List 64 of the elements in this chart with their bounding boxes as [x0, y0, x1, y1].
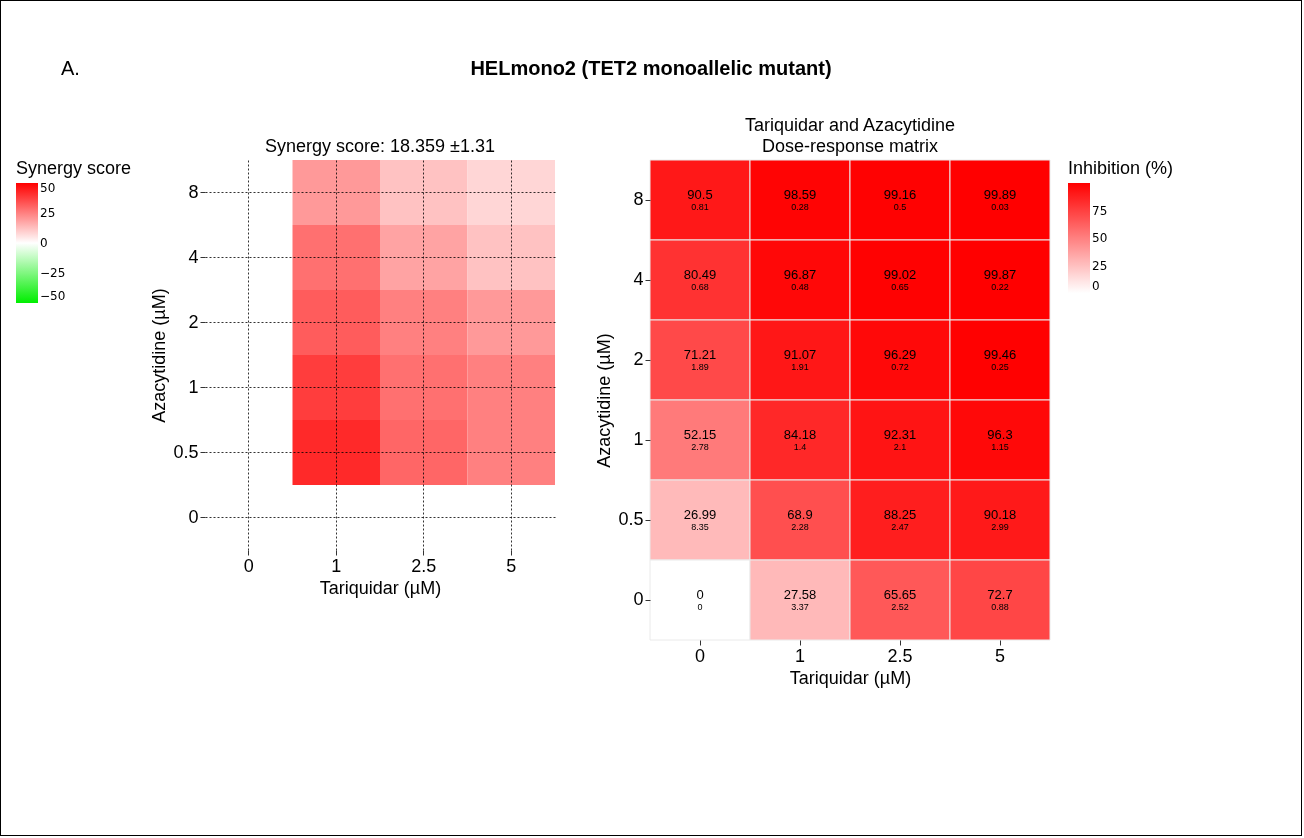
text: 99.16 0.5: [883, 187, 917, 212]
x-tick-label: 2.5: [887, 645, 913, 666]
y-tick-label: 0.5: [173, 441, 199, 462]
x-tick-label: 0: [243, 555, 254, 576]
x-tick-label: 2.5: [411, 555, 437, 576]
text: 99.46 0.25: [983, 347, 1017, 372]
text: 84.18 1.4: [783, 427, 817, 452]
text: 0 0: [696, 587, 704, 612]
text: 80.49 0.68: [683, 267, 717, 292]
chart-title: Synergy score: 18.359 ±1.31: [264, 136, 496, 156]
text: 26.99 8.35: [683, 507, 717, 532]
color-bar-label: 0: [40, 236, 48, 250]
text: 91.07 1.91: [783, 347, 817, 372]
text: 90.18 2.99: [983, 507, 1017, 532]
color-bar-label: −50: [40, 289, 66, 303]
color-bar-title: Synergy score: [16, 158, 132, 178]
y-tick-label: 2: [633, 349, 644, 369]
text: 96.3 1.15: [987, 427, 1013, 452]
y-tick-label: 0: [633, 589, 644, 609]
color-bar-title: Inhibition (%): [1068, 158, 1174, 178]
text: 72.7 0.88: [987, 587, 1013, 612]
text: 88.25 2.47: [883, 507, 917, 532]
color-bar-label: 25: [40, 206, 56, 220]
text: 90.5 0.81: [687, 187, 713, 212]
y-tick-label: 4: [188, 246, 199, 267]
text: 96.87 0.48: [783, 267, 817, 292]
y-axis-title: Azacytidine (µM): [594, 333, 615, 468]
text: A.: [61, 57, 80, 80]
text: 99.89 0.03: [983, 187, 1017, 212]
x-axis-title: Tariquidar (µM): [319, 577, 442, 598]
y-tick-label: 1: [188, 376, 199, 397]
text: HELmono2 (TET2 monoallelic mutant): [470, 57, 832, 79]
text: 27.58 3.37: [783, 587, 817, 612]
text: 68.9 2.28: [787, 507, 813, 532]
y-tick-label: 8: [633, 189, 644, 209]
text: 96.29 0.72: [883, 347, 917, 372]
text: 99.87 0.22: [983, 267, 1017, 292]
y-tick-label: 8: [188, 181, 199, 202]
text: 92.31 2.1: [883, 427, 917, 452]
y-tick-label: 1: [633, 429, 644, 449]
chart-subtitle: Dose-response matrix: [761, 135, 939, 156]
y-axis-title: Azacytidine (µM): [149, 288, 170, 423]
color-bar-label: 25: [1092, 258, 1108, 273]
y-tick-label: 0.5: [618, 509, 644, 529]
x-tick-label: 0: [694, 645, 706, 666]
x-tick-label: 1: [794, 645, 806, 666]
chart-title: Tariquidar and Azacytidine: [744, 114, 956, 135]
color-bar-label: 75: [1092, 203, 1108, 218]
text: 52.15 2.78: [683, 427, 717, 452]
x-tick-label: 5: [506, 555, 517, 576]
text: 99.02 0.65: [883, 267, 917, 292]
x-tick-label: 5: [994, 645, 1006, 666]
color-bar-label: 0: [1092, 279, 1100, 293]
text: 71.21 1.89: [683, 347, 717, 372]
x-tick-label: 1: [331, 555, 342, 576]
color-bar-label: 50: [1092, 231, 1108, 245]
y-tick-label: 4: [633, 269, 644, 289]
text: 65.65 2.52: [883, 587, 917, 612]
y-tick-label: 0: [188, 506, 199, 527]
text: 98.59 0.28: [783, 187, 817, 212]
color-bar-label: 50: [40, 181, 56, 195]
color-bar-label: −25: [40, 266, 66, 280]
y-tick-label: 2: [188, 311, 199, 332]
x-axis-title: Tariquidar (µM): [789, 667, 912, 688]
